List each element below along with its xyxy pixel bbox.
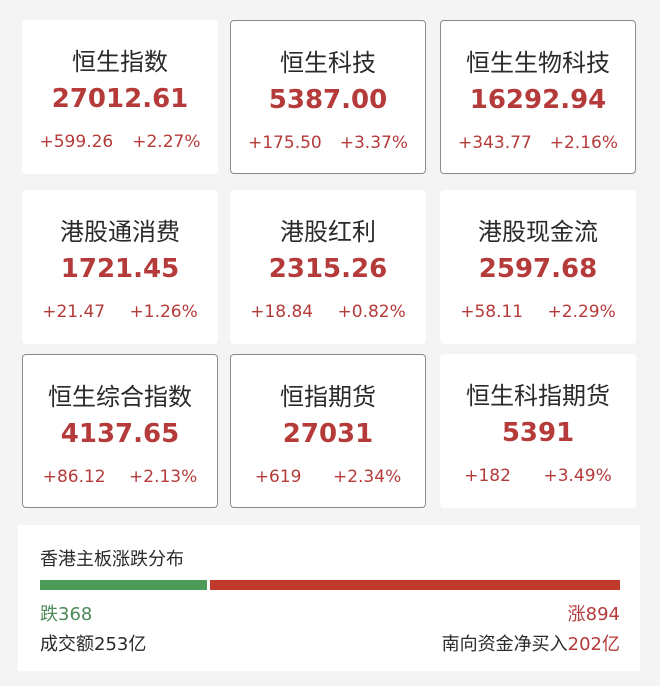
index-change-pct: +2.13% [129, 467, 198, 487]
index-name: 港股红利 [280, 218, 376, 246]
index-change: +343.77 [458, 133, 532, 153]
index-change: +86.12 [42, 467, 106, 487]
index-name: 恒生科指期货 [466, 382, 610, 410]
index-change: +21.47 [42, 302, 106, 322]
index-value: 27031 [282, 419, 374, 449]
index-value: 5387.00 [268, 85, 388, 115]
index-value: 2315.26 [268, 254, 388, 284]
index-card[interactable]: 港股通消费 1721.45 +21.47 +1.26% [22, 190, 218, 344]
index-name: 恒生生物科技 [466, 49, 610, 77]
breadth-title: 香港主板涨跌分布 [40, 549, 184, 570]
index-value: 2597.68 [478, 254, 598, 284]
southbound-value: 202亿 [567, 634, 620, 655]
index-name: 恒指期货 [280, 383, 376, 411]
index-value: 5391 [501, 418, 575, 448]
index-change: +599.26 [39, 132, 114, 152]
index-value: 27012.61 [51, 84, 189, 114]
index-change: +58.11 [460, 302, 524, 322]
index-card[interactable]: 恒生生物科技 16292.94 +343.77 +2.16% [440, 20, 636, 174]
index-change-pct: +3.37% [339, 133, 408, 153]
index-card[interactable]: 恒生指数 27012.61 +599.26 +2.27% [22, 20, 218, 174]
index-change-pct: +3.49% [543, 466, 612, 486]
index-change: +182 [464, 466, 511, 486]
index-change: +175.50 [248, 133, 322, 153]
index-change-pct: +2.27% [132, 132, 201, 152]
index-card[interactable]: 恒生综合指数 4137.65 +86.12 +2.13% [22, 354, 218, 508]
index-card[interactable]: 恒指期货 27031 +619 +2.34% [230, 354, 426, 508]
index-change-pct: +2.34% [332, 467, 402, 487]
index-name: 恒生科技 [280, 49, 376, 77]
down-count: 跌368 [40, 604, 93, 625]
up-bar [210, 580, 620, 590]
index-change-pct: +0.82% [337, 302, 406, 322]
index-card[interactable]: 港股现金流 2597.68 +58.11 +2.29% [440, 190, 636, 344]
market-breadth-panel: 香港主板涨跌分布 跌368 涨894 成交额253亿 南向资金净买入202亿 [18, 525, 640, 671]
index-card[interactable]: 港股红利 2315.26 +18.84 +0.82% [230, 190, 426, 344]
index-card[interactable]: 恒生科指期货 5391 +182 +3.49% [440, 354, 636, 508]
index-change-pct: +2.16% [549, 133, 618, 153]
index-name: 恒生指数 [72, 48, 168, 76]
index-name: 港股通消费 [60, 218, 180, 246]
index-value: 1721.45 [60, 254, 180, 284]
index-change-pct: +2.29% [547, 302, 616, 322]
southbound-flow: 南向资金净买入202亿 [442, 630, 620, 656]
index-value: 4137.65 [60, 419, 180, 449]
up-count: 涨894 [567, 604, 620, 625]
down-bar [40, 580, 208, 590]
index-value: 16292.94 [469, 85, 607, 115]
turnover: 成交额253亿 [40, 634, 147, 655]
index-card[interactable]: 恒生科技 5387.00 +175.50 +3.37% [230, 20, 426, 174]
index-change: +619 [254, 467, 302, 487]
southbound-label: 南向资金净买入 [441, 634, 568, 655]
index-name: 恒生综合指数 [48, 383, 192, 411]
index-change: +18.84 [250, 302, 314, 322]
index-change-pct: +1.26% [129, 302, 198, 322]
index-name: 港股现金流 [478, 218, 598, 246]
